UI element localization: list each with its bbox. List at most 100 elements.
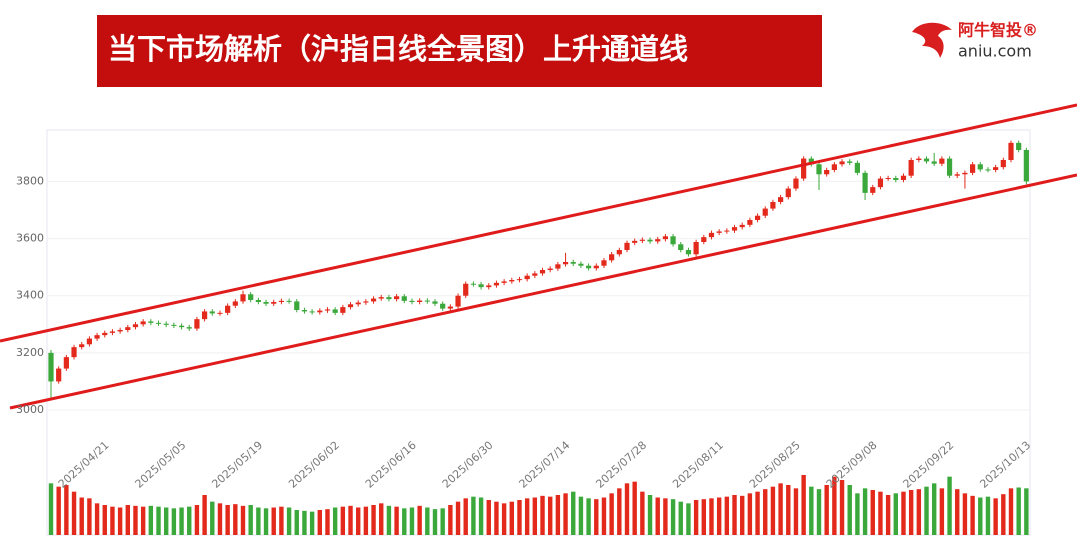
candle-body: [639, 239, 645, 241]
volume-bar: [133, 505, 138, 535]
candle-body: [601, 260, 607, 266]
candle-body: [632, 240, 638, 243]
candle-body: [63, 357, 69, 369]
candle-body: [509, 280, 515, 282]
lower-channel: [9, 173, 1077, 410]
candle-body: [317, 310, 323, 313]
volume-bar: [932, 483, 937, 535]
x-tick-label: 2025/08/11: [670, 439, 726, 491]
volume-bar: [594, 499, 599, 535]
candle-body: [378, 297, 384, 299]
candle-body: [970, 164, 976, 173]
volume-bar: [924, 486, 929, 535]
candle-body: [463, 283, 469, 296]
candle-body: [386, 297, 392, 300]
candle-body: [332, 309, 338, 313]
candle-body: [263, 302, 269, 304]
volume-bar: [686, 503, 691, 535]
candle-body: [217, 312, 223, 314]
x-tick-label: 2025/06/02: [286, 439, 342, 491]
volume-bar: [286, 507, 292, 535]
candle-body: [347, 304, 354, 308]
volume-bar: [601, 497, 607, 535]
upper-channel: [0, 103, 1077, 343]
candle-body: [225, 305, 231, 313]
candle-body: [370, 298, 377, 302]
candle-body: [94, 335, 100, 339]
candle-body: [501, 281, 507, 283]
volume-bar: [340, 506, 346, 535]
volume-bar: [916, 489, 922, 535]
candle-body: [870, 187, 876, 193]
candle-body: [294, 301, 300, 310]
volume-bar: [939, 488, 945, 535]
candle-body: [447, 306, 453, 309]
volume-bar: [432, 509, 438, 535]
candle-body: [762, 208, 768, 216]
candle-body: [455, 295, 461, 307]
y-tick-label: 3600: [16, 232, 44, 245]
x-tick-label: 2025/04/21: [56, 439, 112, 491]
candle-body: [117, 330, 123, 332]
title-banner: [97, 15, 822, 87]
volume-bar: [402, 508, 407, 535]
volume-bar: [532, 497, 538, 535]
candle-body: [271, 302, 277, 304]
candle-body: [693, 242, 699, 255]
candle-body: [71, 347, 77, 358]
volume-bar: [463, 498, 468, 535]
volume-bar: [179, 507, 184, 535]
y-tick-label: 3200: [16, 346, 44, 359]
candle-body: [140, 321, 146, 325]
volume-bar: [164, 507, 169, 535]
volume-bar: [563, 493, 568, 535]
volume-bar: [1016, 487, 1021, 535]
volume-bar: [125, 505, 130, 535]
candle-body: [424, 300, 430, 302]
candle-body: [324, 309, 331, 311]
volume-bar: [171, 508, 177, 535]
candle-body: [908, 160, 914, 176]
candle-body: [493, 282, 500, 286]
candle-body: [109, 331, 116, 333]
candle-body: [662, 236, 668, 240]
volume-bar: [632, 481, 637, 535]
candle-body: [539, 270, 546, 274]
volume-bar: [770, 486, 776, 535]
volume-bar: [1001, 494, 1006, 535]
candle-body: [831, 164, 837, 170]
volume-bar: [624, 483, 630, 535]
candle-body: [993, 167, 999, 170]
volume-bar: [740, 495, 745, 535]
volume-bar: [778, 483, 783, 535]
volume-bar: [56, 486, 61, 535]
candle-body: [739, 224, 745, 228]
candle-body: [470, 283, 476, 285]
volume-bar: [332, 507, 338, 535]
volume-bar: [885, 495, 891, 535]
candle-body: [532, 273, 538, 276]
volume-bar: [970, 495, 975, 535]
volume-bar: [117, 507, 123, 535]
candle-body: [731, 227, 738, 231]
candle-body: [440, 303, 446, 309]
grid: [47, 180, 1030, 411]
candle-body: [778, 197, 784, 202]
candle-body: [885, 178, 891, 179]
candle-body: [340, 307, 346, 313]
candle-body: [240, 294, 246, 302]
volume-bar: [555, 495, 561, 535]
candle-body: [86, 338, 92, 345]
volume-bar: [985, 496, 991, 535]
candle-body: [839, 161, 845, 165]
volume-bar: [716, 497, 722, 535]
candle-body: [647, 239, 653, 242]
volume-bar: [478, 497, 484, 535]
candle-body: [355, 302, 361, 305]
volume-bar: [217, 503, 223, 535]
marks: [48, 140, 1029, 535]
volume-bar: [655, 497, 660, 535]
volume-bar: [348, 505, 353, 535]
candle-body: [547, 268, 553, 270]
volume-bar: [724, 496, 730, 535]
